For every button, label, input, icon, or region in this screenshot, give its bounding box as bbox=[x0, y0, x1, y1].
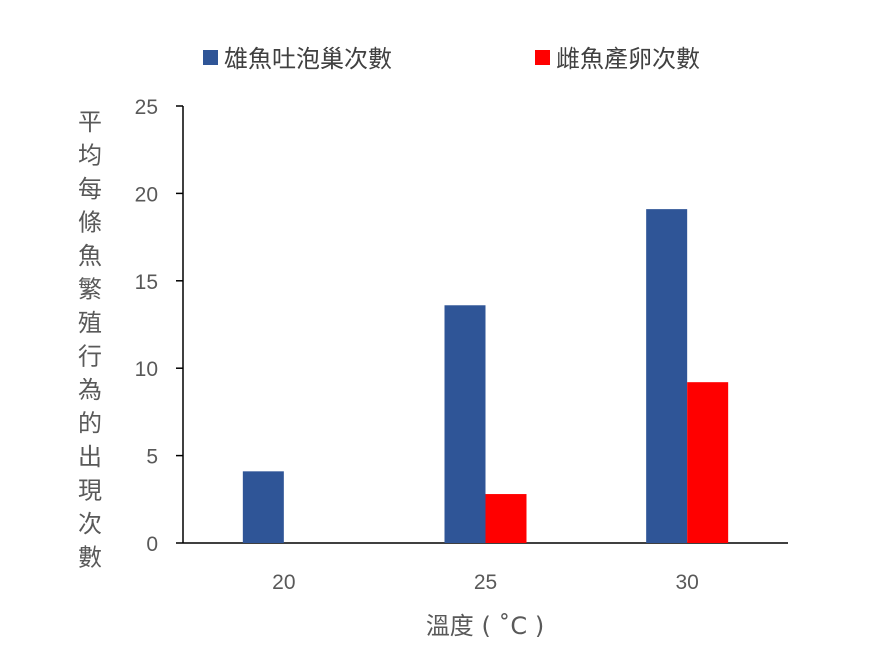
legend-swatch-male bbox=[203, 50, 218, 65]
bar-male-25 bbox=[444, 305, 486, 543]
y-tick-label: 0 bbox=[146, 533, 158, 556]
y-tick-label: 15 bbox=[135, 271, 158, 294]
legend-swatch-female bbox=[535, 50, 550, 65]
bar-female-25 bbox=[485, 494, 527, 543]
y-tick-label: 10 bbox=[135, 358, 158, 381]
x-tick-label: 30 bbox=[675, 571, 698, 594]
bar-male-30 bbox=[646, 209, 688, 543]
x-tick-label: 25 bbox=[474, 571, 497, 594]
legend: 雄魚吐泡巢次數 雌魚產卵次數 bbox=[203, 45, 700, 73]
y-tick-label: 20 bbox=[135, 183, 158, 206]
x-tick-label: 20 bbox=[272, 571, 295, 594]
y-axis-title: 平均每條魚繁殖行為的出現次數 bbox=[78, 108, 102, 572]
bar-male-20 bbox=[242, 471, 284, 543]
legend-label-female: 雌魚產卵次數 bbox=[556, 45, 700, 73]
y-tick-label: 5 bbox=[146, 446, 158, 469]
x-axis-title: 溫度 ( ˚C ) bbox=[426, 612, 544, 640]
bars bbox=[242, 209, 729, 543]
legend-label-male: 雄魚吐泡巢次數 bbox=[224, 45, 392, 73]
bar-female-30 bbox=[687, 382, 729, 543]
y-axis-ticks: 0 5 10 15 20 25 bbox=[135, 96, 183, 556]
x-axis-ticks: 20 25 30 bbox=[272, 571, 699, 594]
y-tick-label: 25 bbox=[135, 96, 158, 119]
